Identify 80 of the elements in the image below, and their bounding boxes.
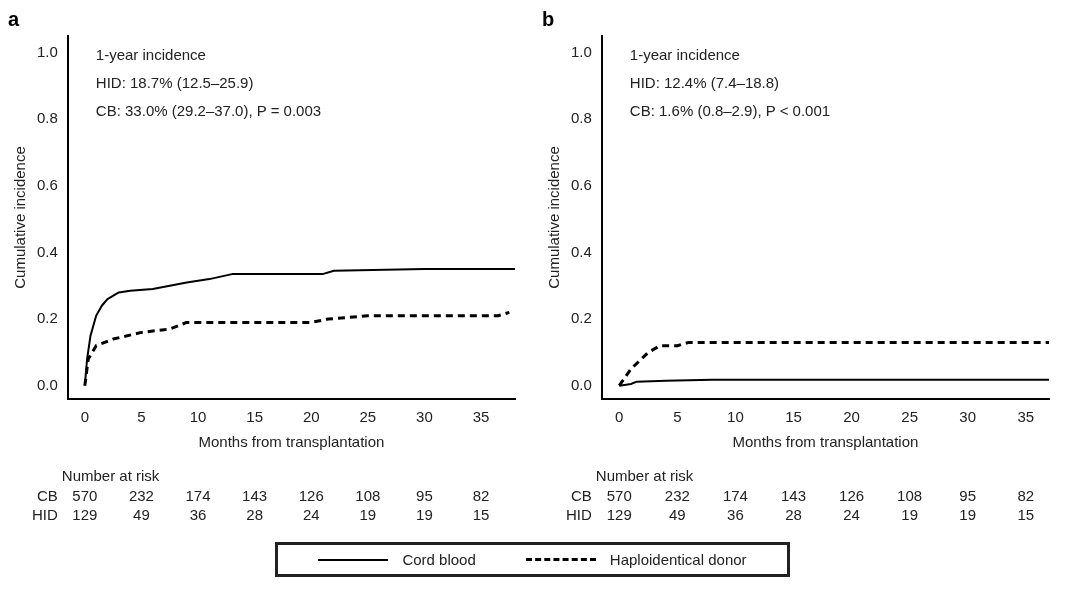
text: 108 bbox=[355, 487, 381, 505]
x-tick-label: 10 bbox=[189, 408, 207, 426]
text: 19 bbox=[359, 506, 377, 524]
annotation: CB: 1.6% (0.8–2.9), P < 0.001 bbox=[629, 102, 831, 120]
x-tick-label: 0 bbox=[80, 408, 89, 426]
x-tick-label: 15 bbox=[785, 408, 802, 426]
annotation: CB: 33.0% (29.2–37.0), P = 0.003 bbox=[95, 102, 322, 120]
annotation: 1-year incidence bbox=[629, 46, 740, 64]
text: 95 bbox=[416, 487, 433, 505]
chart-title: b bbox=[542, 7, 555, 30]
text: 36 bbox=[727, 506, 744, 524]
x-tick-label: 35 bbox=[472, 408, 490, 426]
x-tick-label: 35 bbox=[1017, 408, 1035, 426]
text: 28 bbox=[246, 506, 263, 524]
text: 143 bbox=[242, 487, 268, 505]
y-tick-label: 0.2 bbox=[570, 309, 592, 327]
y-tick-label: 0.8 bbox=[36, 109, 58, 127]
text: 95 bbox=[959, 487, 977, 505]
y-tick-label: 0.0 bbox=[570, 375, 592, 393]
text: 28 bbox=[785, 506, 802, 524]
text: 19 bbox=[901, 506, 918, 524]
text: Number at risk bbox=[595, 467, 694, 485]
x-tick-label: 0 bbox=[615, 408, 624, 426]
x-tick-label: 10 bbox=[727, 408, 744, 426]
text: 15 bbox=[1017, 506, 1035, 524]
text: HID bbox=[32, 506, 59, 524]
y-tick-label: 0.2 bbox=[36, 309, 58, 327]
y-tick-label: 0.4 bbox=[570, 242, 592, 260]
text: 36 bbox=[189, 506, 207, 524]
text: 129 bbox=[606, 506, 632, 524]
text: 19 bbox=[416, 506, 433, 524]
text: 570 bbox=[72, 487, 98, 505]
text: 232 bbox=[128, 487, 154, 505]
x-axis-title: Months from transplantation bbox=[198, 433, 385, 451]
text: 24 bbox=[302, 506, 320, 524]
y-axis-title: Cumulative incidence bbox=[11, 146, 29, 289]
y-tick-label: 0.8 bbox=[570, 109, 592, 127]
text: CB bbox=[37, 487, 58, 505]
y-tick-label: 0.0 bbox=[36, 375, 58, 393]
text: 126 bbox=[298, 487, 324, 505]
text: Number at risk bbox=[61, 467, 160, 485]
text: 232 bbox=[664, 487, 690, 505]
y-tick-label: 0.4 bbox=[36, 242, 58, 260]
text: 570 bbox=[606, 487, 632, 505]
x-tick-label: 15 bbox=[246, 408, 263, 426]
chart-title: a bbox=[8, 7, 20, 30]
text: 19 bbox=[959, 506, 977, 524]
y-tick-label: 0.6 bbox=[570, 176, 592, 193]
annotation: HID: 12.4% (7.4–18.8) bbox=[629, 74, 780, 92]
x-tick-label: 5 bbox=[673, 408, 682, 426]
text: 24 bbox=[843, 506, 860, 524]
text: 174 bbox=[722, 487, 748, 505]
text: 108 bbox=[897, 487, 923, 505]
text: 174 bbox=[185, 487, 211, 505]
text: HID bbox=[566, 506, 593, 524]
text: 129 bbox=[72, 506, 98, 524]
text: 82 bbox=[472, 487, 490, 505]
x-tick-label: 30 bbox=[416, 408, 433, 426]
y-axis-title: Cumulative incidence bbox=[545, 146, 563, 289]
legend-label: Haploidentical donor bbox=[609, 551, 747, 568]
text: 82 bbox=[1017, 487, 1035, 505]
y-tick-label: 1.0 bbox=[36, 42, 58, 60]
x-tick-label: 5 bbox=[137, 408, 146, 426]
legend-label: Cord blood bbox=[402, 551, 476, 568]
y-tick-label: 0.6 bbox=[36, 176, 58, 193]
text: 126 bbox=[839, 487, 865, 505]
text: 49 bbox=[133, 506, 150, 524]
text: 49 bbox=[669, 506, 686, 524]
text: 143 bbox=[780, 487, 806, 505]
x-tick-label: 25 bbox=[901, 408, 918, 426]
x-axis-title: Months from transplantation bbox=[732, 433, 919, 451]
text: 15 bbox=[472, 506, 490, 524]
x-tick-label: 25 bbox=[359, 408, 377, 426]
y-tick-label: 1.0 bbox=[570, 42, 592, 60]
annotation: HID: 18.7% (12.5–25.9) bbox=[95, 74, 254, 92]
x-tick-label: 20 bbox=[302, 408, 320, 426]
x-tick-label: 20 bbox=[843, 408, 860, 426]
x-tick-label: 30 bbox=[959, 408, 977, 426]
text: CB bbox=[571, 487, 592, 505]
annotation: 1-year incidence bbox=[95, 46, 206, 64]
